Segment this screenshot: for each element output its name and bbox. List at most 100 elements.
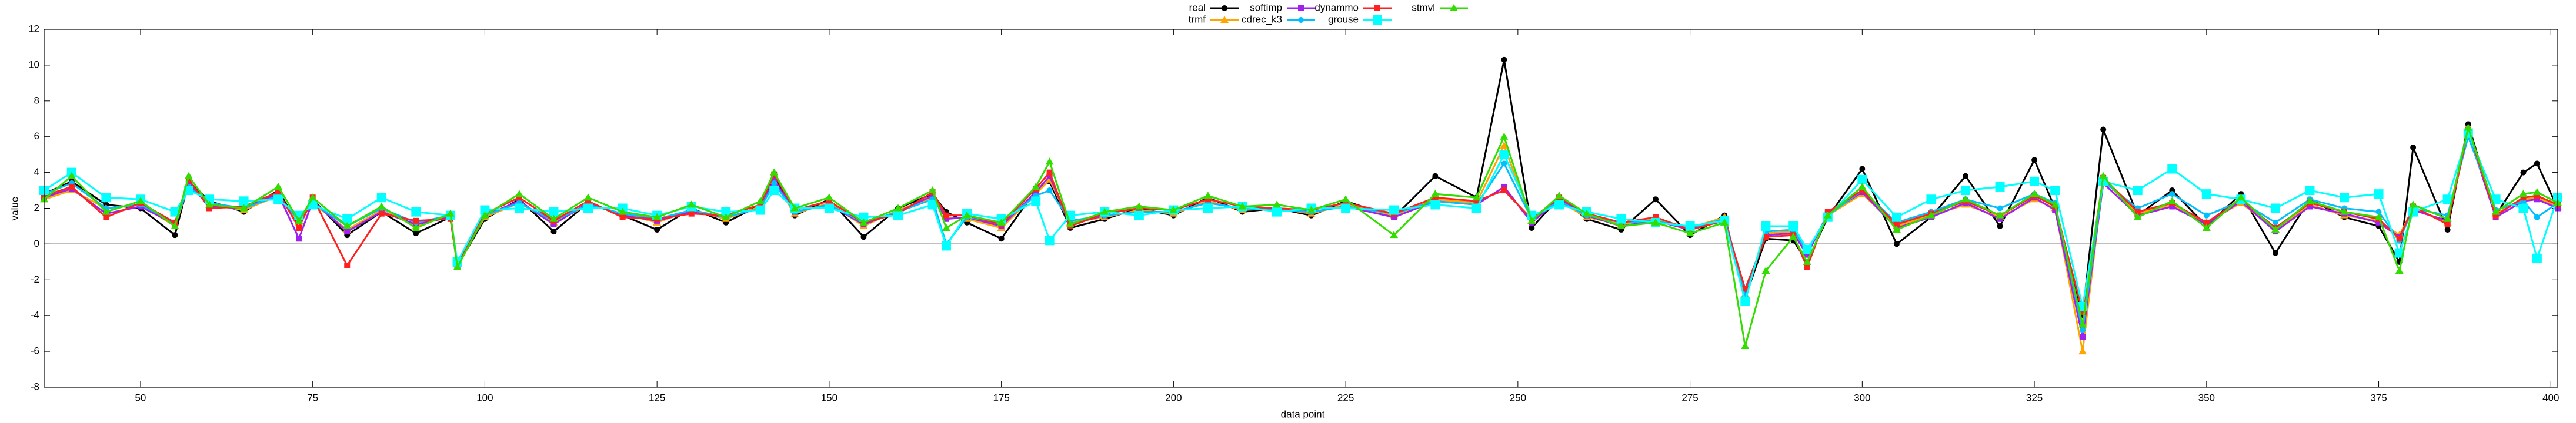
legend-label: cdrec_k3 bbox=[1242, 14, 1282, 25]
point bbox=[1045, 157, 1054, 165]
x-axis-label: data point bbox=[1281, 408, 1325, 419]
point bbox=[1761, 267, 1770, 274]
legend-label: dynammo bbox=[1314, 2, 1359, 13]
y-tick-label: 6 bbox=[34, 130, 39, 142]
y-tick-label: 12 bbox=[28, 23, 39, 34]
series-line bbox=[44, 132, 2558, 338]
point bbox=[1046, 187, 1053, 194]
point bbox=[2442, 194, 2452, 204]
legend-label: softimp bbox=[1250, 2, 1282, 13]
point bbox=[2375, 219, 2382, 226]
point bbox=[997, 218, 1006, 226]
point bbox=[2052, 207, 2058, 213]
point bbox=[2534, 193, 2540, 199]
point bbox=[1763, 234, 1769, 240]
point bbox=[687, 200, 696, 208]
point bbox=[1134, 210, 1144, 220]
point bbox=[2203, 212, 2210, 219]
point bbox=[515, 190, 523, 197]
point bbox=[1343, 200, 1349, 206]
point bbox=[2305, 186, 2315, 196]
point bbox=[453, 263, 462, 270]
point bbox=[859, 212, 869, 222]
point bbox=[1307, 206, 1316, 213]
x-tick-label: 325 bbox=[2026, 392, 2043, 403]
point bbox=[2270, 203, 2280, 213]
point bbox=[2272, 219, 2278, 226]
point bbox=[1342, 195, 1350, 203]
point bbox=[790, 204, 799, 212]
x-tick-label: 300 bbox=[1854, 392, 1870, 403]
point bbox=[1554, 200, 1564, 210]
point bbox=[295, 216, 303, 224]
point bbox=[1501, 183, 1507, 190]
point bbox=[1472, 193, 1481, 201]
point bbox=[446, 209, 455, 217]
point bbox=[1996, 211, 2004, 219]
point bbox=[2201, 189, 2211, 199]
series-line bbox=[44, 130, 2558, 352]
y-tick-label: 4 bbox=[34, 166, 39, 177]
x-tick-label: 350 bbox=[2198, 392, 2215, 403]
point bbox=[1527, 216, 1536, 224]
point bbox=[1741, 341, 1750, 349]
point bbox=[1341, 203, 1351, 213]
point bbox=[206, 205, 213, 212]
point bbox=[1499, 150, 1509, 160]
legend-marker bbox=[1373, 15, 1382, 25]
point bbox=[2518, 203, 2528, 213]
x-tick-label: 100 bbox=[476, 392, 493, 403]
point bbox=[2396, 236, 2403, 242]
point bbox=[1501, 160, 1507, 167]
point bbox=[1859, 166, 1866, 172]
series bbox=[41, 133, 2561, 333]
point bbox=[1740, 296, 1750, 306]
point bbox=[2520, 194, 2527, 201]
y-tick-label: -6 bbox=[31, 345, 39, 357]
x-tick-label: 275 bbox=[1681, 392, 1698, 403]
point bbox=[722, 213, 730, 220]
point bbox=[1169, 206, 1178, 213]
point bbox=[929, 193, 936, 199]
point bbox=[943, 212, 949, 219]
point bbox=[1927, 211, 1936, 219]
point bbox=[171, 221, 179, 229]
point bbox=[757, 202, 763, 208]
point bbox=[2444, 227, 2451, 233]
y-tick-label: 8 bbox=[34, 95, 39, 106]
point bbox=[514, 203, 524, 213]
point bbox=[1686, 229, 1694, 237]
point bbox=[1432, 173, 1439, 179]
point bbox=[2203, 219, 2210, 226]
point bbox=[205, 200, 214, 208]
point bbox=[2167, 164, 2177, 174]
point bbox=[619, 214, 626, 220]
point bbox=[2532, 188, 2541, 196]
x-tick-label: 200 bbox=[1165, 392, 1182, 403]
point bbox=[239, 204, 248, 212]
point bbox=[2409, 200, 2418, 208]
point bbox=[413, 217, 419, 224]
point bbox=[2202, 223, 2211, 231]
point bbox=[413, 230, 419, 237]
point bbox=[170, 207, 180, 217]
point bbox=[1892, 226, 1901, 233]
point bbox=[1742, 286, 1749, 292]
point bbox=[859, 218, 868, 226]
point bbox=[342, 214, 352, 224]
point bbox=[273, 194, 283, 204]
y-tick-label: 2 bbox=[34, 202, 39, 213]
point bbox=[2169, 191, 2175, 197]
point bbox=[893, 204, 902, 212]
series bbox=[40, 127, 2562, 355]
point bbox=[1789, 233, 1798, 240]
x-tick-label: 50 bbox=[135, 392, 146, 403]
point bbox=[2078, 347, 2087, 355]
point bbox=[1926, 194, 1936, 204]
legend-label: trmf bbox=[1189, 14, 1206, 25]
point bbox=[2492, 212, 2499, 219]
point bbox=[943, 216, 949, 222]
point bbox=[549, 207, 559, 217]
